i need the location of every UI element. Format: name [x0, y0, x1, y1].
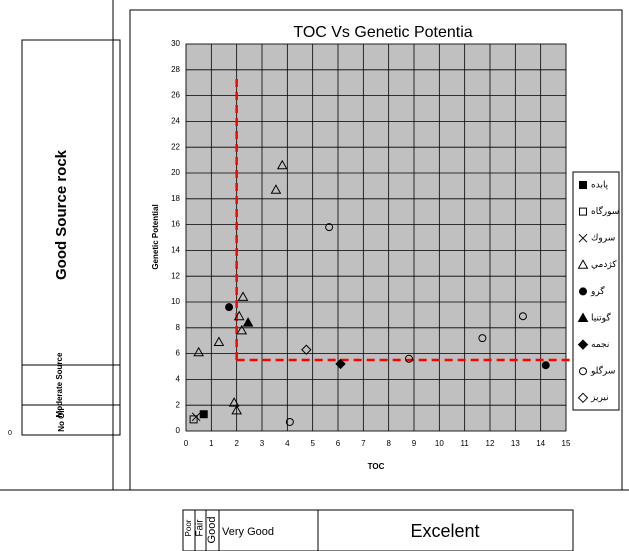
- side-label: Good Source rock: [53, 149, 70, 280]
- x-tick-label: 5: [310, 439, 315, 448]
- side-panel: [21, 39, 121, 436]
- legend-marker: [579, 367, 587, 376]
- point: [191, 412, 201, 422]
- point: [285, 417, 294, 426]
- y-tick-label: 2: [176, 400, 181, 409]
- legend-marker: [579, 287, 587, 296]
- point: [541, 361, 550, 370]
- x-tick-label: 7: [361, 439, 366, 448]
- plot-area: [185, 43, 567, 432]
- x-tick-label: 8: [386, 439, 391, 448]
- scale-label: Poor: [184, 519, 193, 536]
- point: [276, 159, 288, 170]
- point: [213, 336, 225, 346]
- scale-label: Fair: [195, 519, 206, 537]
- point: [228, 397, 240, 407]
- y-axis-title: Genetic Potential: [151, 204, 160, 269]
- point: [236, 324, 248, 335]
- y-tick-label: 6: [176, 349, 181, 358]
- legend-marker: [577, 312, 589, 322]
- point: [325, 223, 334, 232]
- y-tick-label: 12: [171, 271, 180, 280]
- legend-marker: [579, 181, 587, 189]
- y-tick-label: 4: [176, 375, 181, 384]
- bottom-scale: [182, 509, 574, 551]
- x-axis-title: TOC: [368, 462, 385, 471]
- legend-label: سورگاه: [591, 205, 619, 216]
- scale-label: Excelent: [410, 521, 479, 541]
- point: [193, 346, 205, 357]
- x-tick-label: 1: [209, 439, 214, 448]
- y-tick-label: 30: [171, 39, 180, 48]
- legend-label: سرگلو: [590, 365, 615, 376]
- point: [270, 184, 282, 194]
- point: [335, 358, 346, 370]
- legend-marker: [578, 233, 588, 243]
- legend-label: پابده: [591, 179, 609, 189]
- y-tick-label: 24: [171, 117, 180, 126]
- y-tick-label: 18: [171, 194, 180, 203]
- legend-label: كژدمي: [591, 259, 617, 269]
- x-tick-label: 9: [412, 439, 417, 448]
- legend-label: سروك: [591, 233, 615, 243]
- legend-label: نيريز: [590, 392, 609, 402]
- x-tick-label: 13: [511, 439, 520, 448]
- x-tick-label: 10: [435, 439, 444, 448]
- y-tick-label: 14: [171, 246, 180, 255]
- x-tick-label: 4: [285, 439, 290, 448]
- y-tick-label: 10: [171, 297, 180, 306]
- y-tick-label: 8: [176, 323, 181, 332]
- legend-marker: [577, 259, 589, 269]
- point: [518, 312, 527, 321]
- point: [301, 344, 312, 355]
- x-tick-label: 11: [461, 439, 470, 448]
- legend-label: نجمه: [591, 339, 609, 349]
- y-tick-label: 28: [171, 65, 180, 74]
- side-label: Moderate Source: [55, 352, 64, 417]
- x-tick-label: 6: [336, 439, 341, 448]
- chart-title: TOC Vs Genetic Potentia: [293, 24, 472, 41]
- point: [189, 415, 198, 424]
- scale-label: Good: [206, 517, 218, 544]
- y-tick-label: 22: [171, 142, 180, 151]
- point: [199, 410, 208, 419]
- side-label: 0: [8, 430, 12, 437]
- x-tick-label: 14: [536, 439, 545, 448]
- legend-marker: [577, 339, 589, 350]
- legend-label: گرو: [590, 285, 605, 296]
- y-tick-label: 20: [171, 168, 180, 177]
- x-tick-label: 12: [486, 439, 495, 448]
- chart-frame: [129, 9, 623, 491]
- point: [404, 354, 413, 363]
- x-tick-label: 15: [562, 439, 571, 448]
- y-tick-label: 16: [171, 220, 180, 229]
- point: [478, 334, 487, 343]
- legend-label: گوتنيا: [591, 311, 611, 322]
- point: [233, 310, 245, 321]
- x-tick-label: 0: [184, 439, 189, 448]
- x-tick-label: 2: [234, 439, 239, 448]
- y-tick-label: 0: [176, 426, 181, 435]
- scale-label: Very Good: [222, 526, 274, 538]
- point: [225, 303, 234, 312]
- point: [242, 317, 254, 327]
- y-tick-label: 26: [171, 91, 180, 100]
- x-tick-label: 3: [260, 439, 265, 448]
- side-label: No Oil: [57, 408, 66, 432]
- point: [237, 291, 249, 301]
- point: [231, 404, 243, 415]
- legend-marker: [579, 207, 587, 216]
- legend-marker: [577, 392, 589, 404]
